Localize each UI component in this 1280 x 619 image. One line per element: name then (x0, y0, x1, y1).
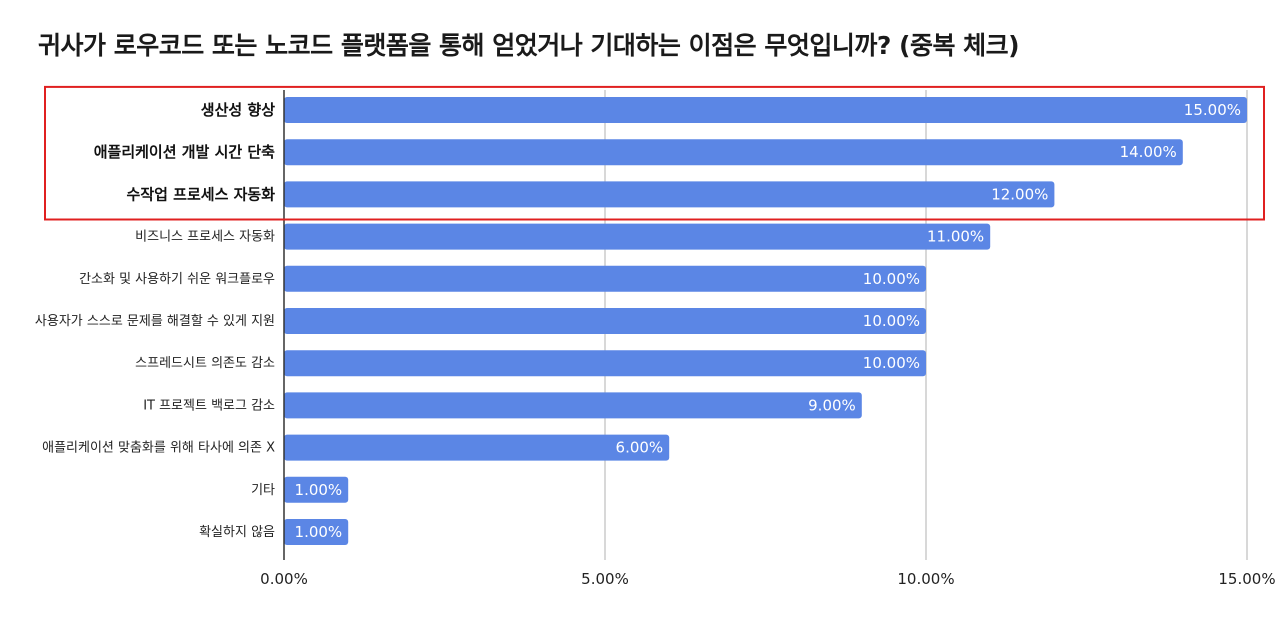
bar-value-label: 12.00% (991, 185, 1048, 203)
bar-value-label: 14.00% (1120, 143, 1177, 161)
bar (284, 434, 670, 461)
bars: 15.00% 14.00% 12.00% 11.00% 10.00% 10.00% 10.0… (284, 97, 1247, 545)
category-label: 애플리케이션 개발 시간 단축 (94, 143, 275, 161)
category-label: 간소화 및 사용하기 쉬운 워크플로우 (79, 272, 275, 287)
bar-value-label: 1.00% (295, 523, 343, 541)
bar (284, 139, 1183, 166)
bar-value-label: 10.00% (863, 354, 920, 372)
bar-value-label: 15.00% (1184, 101, 1241, 119)
bar (284, 97, 1247, 123)
bar (284, 476, 349, 503)
bar (284, 350, 926, 377)
category-label: 기타 (251, 483, 275, 498)
category-label: 사용자가 스스로 문제를 해결할 수 있게 지원 (35, 314, 275, 329)
bar-value-label: 11.00% (927, 228, 984, 246)
bar-value-label: 1.00% (295, 481, 343, 499)
category-label: 수작업 프로세스 자동화 (127, 185, 276, 203)
bar-value-label: 9.00% (808, 396, 856, 414)
bar-value-label: 6.00% (616, 439, 664, 457)
bar (284, 308, 926, 334)
x-tick-labels: 0.00% 5.00% 10.00% 15.00% (260, 570, 1275, 588)
chart-title: 귀사가 로우코드 또는 노코드 플랫폼을 통해 얻었거나 기대하는 이점은 무엇… (38, 31, 1020, 60)
x-tick-label: 10.00% (897, 570, 954, 588)
category-label: IT 프로젝트 백로그 감소 (143, 398, 275, 413)
category-label: 확실하지 않음 (199, 525, 275, 540)
bar (284, 223, 991, 250)
bar (284, 519, 349, 545)
bar (284, 181, 1055, 208)
bar-value-label: 10.00% (863, 312, 920, 330)
bar (284, 392, 862, 419)
category-label: 스프레드시트 의존도 감소 (135, 356, 275, 371)
x-tick-label: 15.00% (1218, 570, 1275, 588)
x-tick-label: 5.00% (581, 570, 629, 588)
highlight-box (44, 85, 1265, 221)
x-tick-label: 0.00% (260, 570, 308, 588)
bar (284, 265, 926, 292)
category-label: 생산성 향상 (201, 101, 275, 119)
highlight-box-rect (44, 85, 1265, 221)
bar-value-label: 10.00% (863, 270, 920, 288)
category-label: 비즈니스 프로세스 자동화 (135, 230, 275, 245)
category-label: 애플리케이션 맞춤화를 위해 타사에 의존 X (42, 441, 275, 456)
